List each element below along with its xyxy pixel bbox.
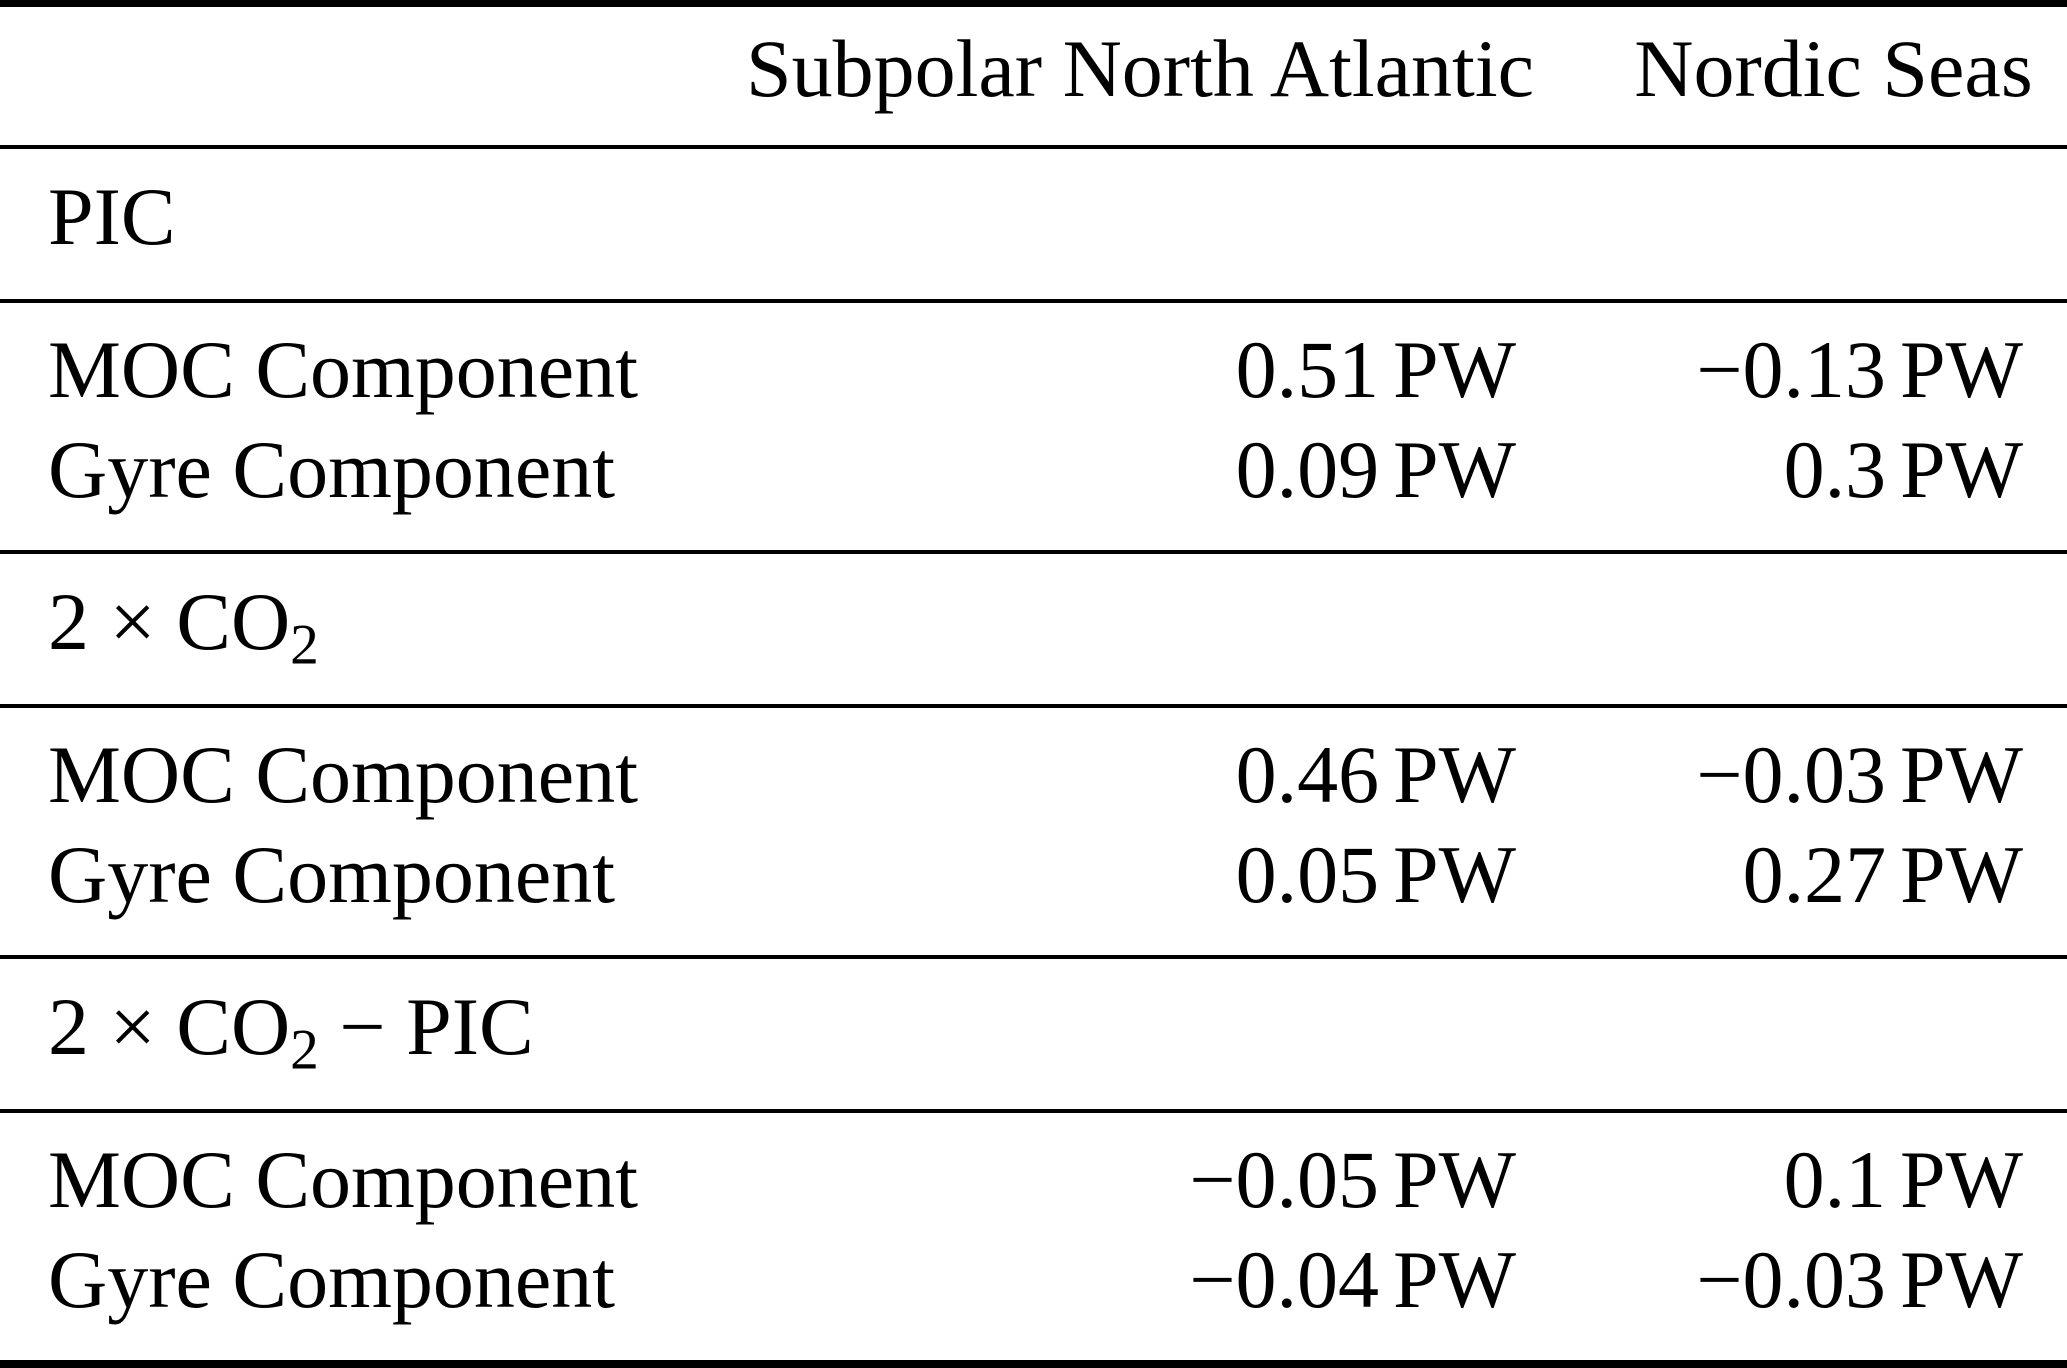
section-title-text: PIC <box>48 171 176 262</box>
value-number: 0.1 <box>1783 1134 1887 1225</box>
table-row-gyre: Gyre Component 0.05 PW 0.27 PW <box>0 825 2067 957</box>
row-label: MOC Component <box>48 729 638 820</box>
section-title-text: 2 × CO <box>48 576 291 667</box>
value-number: −0.03 <box>1696 729 1887 820</box>
value-unit: PW <box>1900 1134 2023 1225</box>
header-row: Subpolar North Atlantic Nordic Seas <box>0 4 2067 148</box>
row-label: Gyre Component <box>48 1234 616 1325</box>
table-row-moc: MOC Component −0.05 PW 0.1 PW <box>0 1111 2067 1230</box>
value-number: −0.05 <box>1189 1134 1380 1225</box>
section-label-row: 2 × CO2 <box>0 552 2067 706</box>
value-cell: 0.46 PW <box>720 706 1560 825</box>
value-unit: PW <box>1900 829 2023 920</box>
value-number: −0.04 <box>1189 1234 1380 1325</box>
value-unit: PW <box>1900 729 2023 820</box>
section-title-text: 2 × CO <box>48 981 291 1072</box>
section-title-pic: PIC <box>0 147 2067 301</box>
value-unit: PW <box>1393 1234 1516 1325</box>
value-cell: 0.51 PW <box>720 301 1560 420</box>
value-cell: −0.13 PW <box>1560 301 2067 420</box>
value-cell: −0.05 PW <box>720 1111 1560 1230</box>
value-number: 0.51 <box>1235 324 1380 415</box>
value-unit: PW <box>1393 324 1516 415</box>
header-subpolar-north-atlantic: Subpolar North Atlantic <box>745 23 1534 114</box>
section-title-text-post: − PIC <box>318 981 534 1072</box>
value-number: 0.09 <box>1235 424 1380 515</box>
section-2xco2: 2 × CO2 <box>0 552 2067 706</box>
section-title-subscript: 2 <box>290 1018 319 1082</box>
value-unit: PW <box>1900 424 2023 515</box>
table-row-gyre: Gyre Component −0.04 PW −0.03 PW <box>0 1230 2067 1364</box>
table-row-moc: MOC Component 0.51 PW −0.13 PW <box>0 301 2067 420</box>
value-number: −0.13 <box>1696 324 1887 415</box>
row-label: MOC Component <box>48 1134 638 1225</box>
value-unit: PW <box>1900 324 2023 415</box>
section-title-subscript: 2 <box>290 613 319 677</box>
value-number: 0.05 <box>1235 829 1380 920</box>
section-pic-data: MOC Component 0.51 PW −0.13 PW Gyre Compon… <box>0 301 2067 552</box>
table-header: Subpolar North Atlantic Nordic Seas <box>0 4 2067 148</box>
section-label-row: PIC <box>0 147 2067 301</box>
section-2xco2-data: MOC Component 0.46 PW −0.03 PW Gyre Compon… <box>0 706 2067 957</box>
value-unit: PW <box>1393 729 1516 820</box>
value-cell: −0.03 PW <box>1560 1230 2067 1364</box>
section-2xco2-minus-pic: 2 × CO2 − PIC <box>0 957 2067 1111</box>
value-cell: 0.09 PW <box>720 420 1560 552</box>
row-label: Gyre Component <box>48 829 616 920</box>
value-number: 0.27 <box>1742 829 1887 920</box>
section-2xco2-minus-pic-data: MOC Component −0.05 PW 0.1 PW Gyre Compone… <box>0 1111 2067 1364</box>
section-label-row: 2 × CO2 − PIC <box>0 957 2067 1111</box>
table-row-gyre: Gyre Component 0.09 PW 0.3 PW <box>0 420 2067 552</box>
value-cell: −0.03 PW <box>1560 706 2067 825</box>
table-row-moc: MOC Component 0.46 PW −0.03 PW <box>0 706 2067 825</box>
row-label: Gyre Component <box>48 424 616 515</box>
header-empty-cell <box>0 4 720 148</box>
value-cell: 0.3 PW <box>1560 420 2067 552</box>
section-pic: PIC <box>0 147 2067 301</box>
value-cell: −0.04 PW <box>720 1230 1560 1364</box>
row-label: MOC Component <box>48 324 638 415</box>
value-unit: PW <box>1393 1134 1516 1225</box>
value-cell: 0.05 PW <box>720 825 1560 957</box>
section-title-2xco2: 2 × CO2 <box>0 552 2067 706</box>
value-number: 0.3 <box>1783 424 1887 515</box>
value-unit: PW <box>1393 424 1516 515</box>
value-number: 0.46 <box>1235 729 1380 820</box>
value-number: −0.03 <box>1696 1234 1887 1325</box>
value-cell: 0.27 PW <box>1560 825 2067 957</box>
value-unit: PW <box>1900 1234 2023 1325</box>
value-cell: 0.1 PW <box>1560 1111 2067 1230</box>
header-nordic-seas: Nordic Seas <box>1634 23 2033 114</box>
section-title-2xco2-minus-pic: 2 × CO2 − PIC <box>0 957 2067 1111</box>
value-unit: PW <box>1393 829 1516 920</box>
